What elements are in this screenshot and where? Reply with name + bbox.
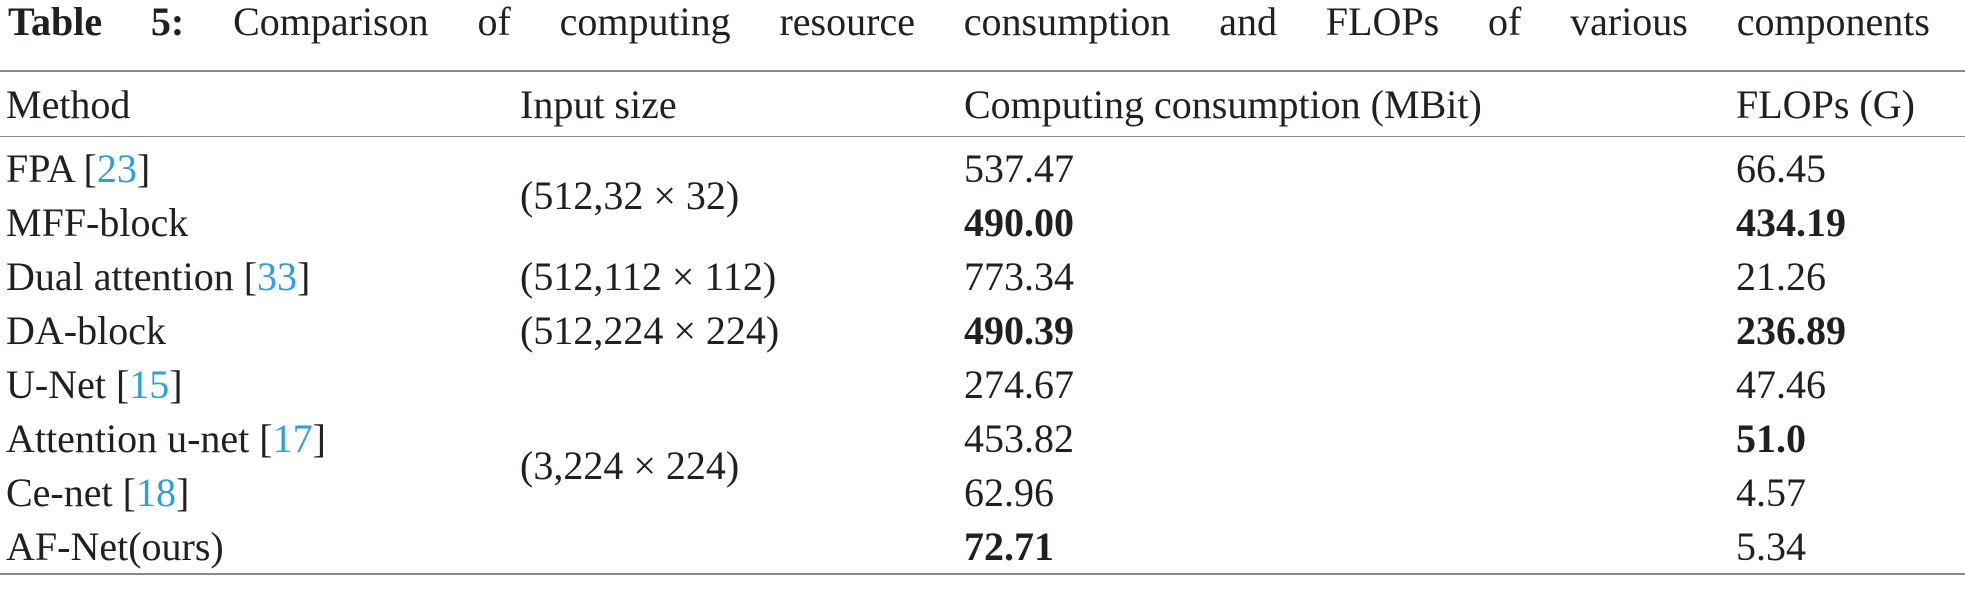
table-header: Method Input size Computing consumption (M… [0,71,1965,137]
citation: 17 [272,415,313,461]
method-cell: AF-Net(ours) [0,519,514,574]
method-cell: Dual attention [33] [0,249,514,303]
flops-cell: 66.45 [1736,145,1826,191]
table-row: AF-Net(ours) 72.71 5.34 [0,519,1965,574]
caption-text: Comparison of computing resource consump… [233,0,1930,44]
method-cell: DA-block [0,303,514,357]
input-size-cell: (3,224 × 224) [520,442,740,488]
table-row: FPA [23] (512,32 × 32) 537.47 66.45 [0,137,1965,218]
table-caption: Table 5: Comparison of computing resourc… [8,0,1930,66]
method-text: Dual attention [ [6,253,258,299]
table-body: FPA [23] (512,32 × 32) 537.47 66.45 MFF-bloc… [0,137,1965,575]
method-text: ] [175,469,190,515]
method-text: U-Net [ [6,361,130,407]
method-text: ] [297,253,311,299]
flops-cell: 47.46 [1736,361,1826,407]
method-text: ] [169,361,183,407]
method-cell: U-Net [15] [0,357,514,411]
table-row: DA-block (512,224 × 224) 490.39 236.89 [0,303,1965,357]
computing-cell: 453.82 [964,415,1074,461]
table-row: Attention u-net [17] 453.82 51.0 [0,411,1965,465]
input-size-cell: (512,112 × 112) [520,253,777,299]
column-header: Input size [514,71,958,137]
computing-cell: 490.00 [964,199,1074,245]
method-cell: MFF-block [0,195,514,249]
method-cell: FPA [23] [0,137,514,196]
citation: 33 [257,253,298,299]
method-text: ] [136,145,151,191]
header-row: Method Input size Computing consumption (M… [0,71,1965,137]
citation: 23 [96,145,137,191]
computing-cell: 62.96 [964,469,1054,515]
flops-cell: 4.57 [1736,469,1806,515]
flops-cell: 434.19 [1736,199,1846,245]
column-header: Method [0,71,514,137]
citation: 18 [135,469,176,515]
method-text: AF-Net(ours) [6,523,224,569]
computing-cell: 773.34 [964,253,1074,299]
method-cell: Ce-net [18] [0,465,514,519]
table: Method Input size Computing consumption (M… [0,70,1965,575]
method-text: FPA [ [6,145,97,191]
flops-cell: 236.89 [1736,307,1846,353]
table-row: Ce-net [18] 62.96 4.57 [0,465,1965,519]
computing-cell: 72.71 [964,523,1054,569]
table-row: U-Net [15] (3,224 × 224) 274.67 47.46 [0,357,1965,488]
method-text: ] [312,415,326,461]
flops-cell: 5.34 [1736,523,1806,569]
method-text: MFF-block [6,199,189,245]
caption-label: Table 5: [8,0,185,44]
computing-cell: 490.39 [964,307,1074,353]
computing-cell: 274.67 [964,361,1074,407]
method-text: Attention u-net [ [6,415,273,461]
flops-cell: 51.0 [1736,415,1806,461]
column-header: FLOPs (G) [1730,71,1965,137]
column-header: Computing consumption (MBit) [958,71,1730,137]
table-row: MFF-block 490.00 434.19 [0,195,1965,249]
citation: 15 [129,361,170,407]
method-cell: Attention u-net [17] [0,411,514,465]
input-size-cell: (512,32 × 32) [520,172,740,218]
computing-cell: 537.47 [964,145,1074,191]
method-text: DA-block [6,307,166,353]
table-row: Dual attention [33] (512,112 × 112) 773.34… [0,249,1965,303]
input-size-cell: (512,224 × 224) [520,307,780,353]
method-text: Ce-net [ [6,469,136,515]
flops-cell: 21.26 [1736,253,1826,299]
